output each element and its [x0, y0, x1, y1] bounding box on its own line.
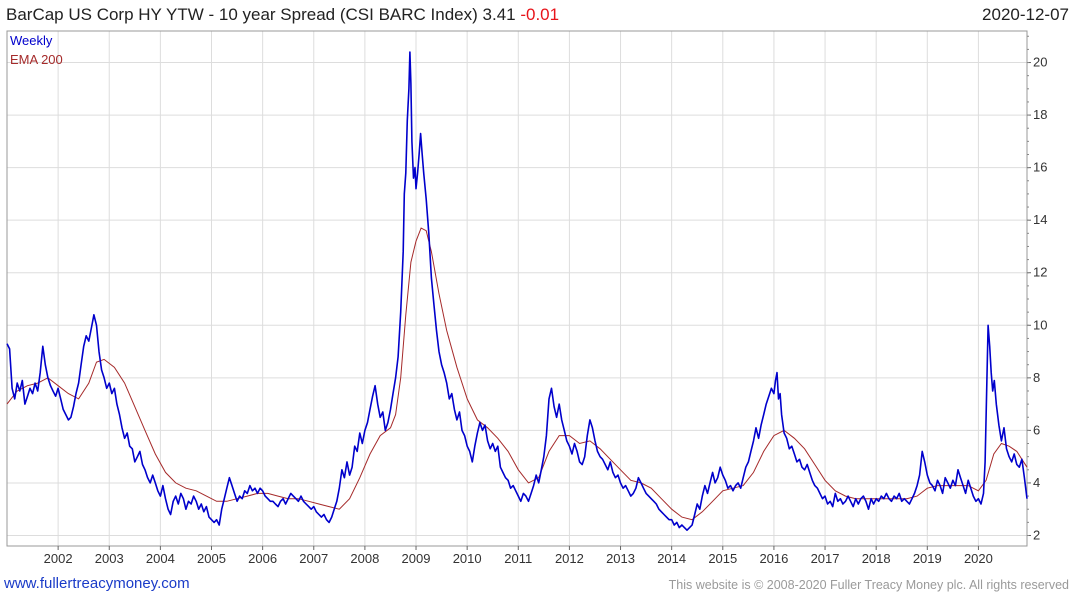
chart-date: 2020-12-07: [982, 5, 1069, 24]
x-tick-label: 2004: [146, 551, 175, 566]
x-tick-label: 2013: [606, 551, 635, 566]
chart-title: BarCap US Corp HY YTW - 10 year Spread (…: [6, 5, 559, 25]
last-value: 3.41: [482, 5, 516, 24]
change-value: -0.01: [520, 5, 560, 24]
site-link[interactable]: www.fullertreacymoney.com: [4, 575, 190, 592]
axis-ticks: 2 4 6 8 10 12 14 16 18 20 2002 2003 2004 2005 2006 2007…: [44, 35, 1047, 566]
title-text: BarCap US Corp HY YTW - 10 year Spread (…: [6, 5, 478, 24]
x-tick-label: 2009: [402, 551, 431, 566]
y-tick-label: 14: [1033, 212, 1047, 227]
x-tick-label: 2020: [964, 551, 993, 566]
y-tick-label: 4: [1033, 475, 1040, 490]
y-tick-label: 6: [1033, 422, 1040, 437]
x-tick-label: 2019: [913, 551, 942, 566]
y-tick-label: 12: [1033, 265, 1047, 280]
x-tick-label: 2017: [811, 551, 840, 566]
x-tick-label: 2012: [555, 551, 584, 566]
y-tick-label: 16: [1033, 160, 1047, 175]
legend-weekly: Weekly: [10, 33, 53, 48]
gridlines: [7, 31, 1027, 546]
y-tick-label: 20: [1033, 55, 1047, 70]
copyright-text: This website is © 2008-2020 Fuller Treac…: [668, 578, 1069, 592]
x-tick-label: 2006: [248, 551, 277, 566]
y-tick-label: 2: [1033, 527, 1040, 542]
plot-frame: [6, 30, 1028, 547]
ema-200-line: [6, 227, 1028, 521]
x-tick-label: 2010: [453, 551, 482, 566]
y-tick-label: 18: [1033, 107, 1047, 122]
weekly-price-line: [6, 51, 1028, 531]
y-tick-label: 10: [1033, 317, 1047, 332]
x-tick-label: 2005: [197, 551, 226, 566]
x-tick-label: 2007: [299, 551, 328, 566]
y-tick-label: 8: [1033, 370, 1040, 385]
x-tick-label: 2003: [95, 551, 124, 566]
legend-ema: EMA 200: [10, 52, 63, 67]
x-tick-label: 2002: [44, 551, 73, 566]
x-tick-label: 2015: [708, 551, 737, 566]
x-tick-label: 2016: [759, 551, 788, 566]
x-tick-label: 2014: [657, 551, 686, 566]
x-tick-label: 2011: [504, 551, 532, 566]
x-tick-label: 2008: [350, 551, 379, 566]
x-tick-label: 2018: [862, 551, 891, 566]
